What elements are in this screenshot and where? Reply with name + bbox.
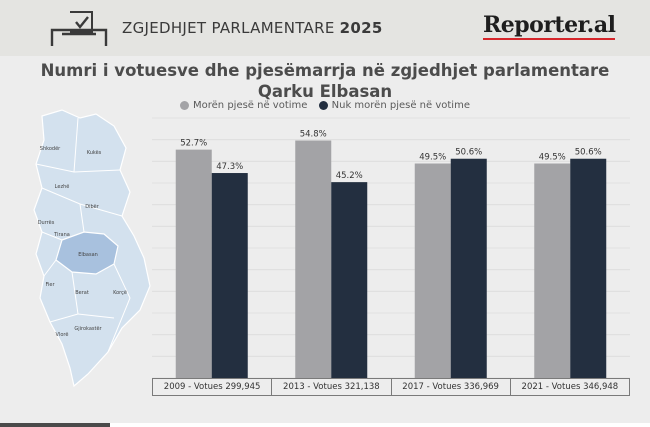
map-label-fier: Fier <box>45 282 55 288</box>
map-label-diber: Dibër <box>85 204 99 210</box>
bar-0-1 <box>295 140 332 378</box>
category-label: 2013 - Votues 321,138 <box>272 378 392 396</box>
data-label-1-0: 47.3% <box>216 162 243 172</box>
bottom-bar <box>0 423 110 427</box>
chart-subtitle: Qarku Elbasan <box>257 82 393 101</box>
map-label-durres: Durrës <box>38 220 55 226</box>
bar-1-2 <box>450 158 487 378</box>
legend-swatch-participated <box>180 101 190 110</box>
legend-swatch-not-participated <box>318 101 328 110</box>
bar-1-3 <box>570 158 607 378</box>
map-label-lezhe: Lezhë <box>55 184 70 190</box>
data-label-1-2: 50.6% <box>455 148 482 158</box>
data-label-0-0: 52.7% <box>180 139 207 149</box>
x-axis-categories: 2009 - Votues 299,945 2013 - Votues 321,… <box>152 378 630 396</box>
data-label-1-3: 50.6% <box>575 148 602 158</box>
legend-item-not-participated: Nuk morën pjesë në votime <box>318 100 470 111</box>
ballot-box-icon <box>50 11 108 46</box>
data-label-0-3: 49.5% <box>539 153 566 163</box>
albania-map: Shkodër Kukës Lezhë Dibër Durrës Tirana … <box>33 109 151 388</box>
bar-0-3 <box>534 163 571 378</box>
header-bar: ZGJEDHJET PARLAMENTARE 2025 Reporter.al <box>0 0 650 56</box>
brand-logo[interactable]: Reporter.al <box>483 12 616 40</box>
bar-1-1 <box>331 182 368 378</box>
data-label-0-2: 49.5% <box>419 153 446 163</box>
map-label-shkoder: Shkodër <box>40 146 61 152</box>
category-label: 2009 - Votues 299,945 <box>152 378 273 396</box>
header-title: ZGJEDHJET PARLAMENTARE 2025 <box>122 19 383 37</box>
map-label-korce: Korçë <box>113 290 127 296</box>
data-label-0-1: 54.8% <box>300 130 327 140</box>
category-label: 2021 - Votues 346,948 <box>510 378 630 396</box>
map-label-vlore: Vlorë <box>56 332 69 338</box>
data-label-1-1: 45.2% <box>336 171 363 181</box>
bar-0-2 <box>414 163 451 378</box>
map-label-elbasan: Elbasan <box>78 252 98 258</box>
map-label-berat: Berat <box>75 290 89 296</box>
category-label: 2017 - Votues 336,969 <box>391 378 511 396</box>
legend: Morën pjesë në votime Nuk morën pjesë në… <box>0 100 650 113</box>
chart-title: Numri i votuesve dhe pjesëmarrja në zgje… <box>40 61 610 80</box>
bar-0-0 <box>175 149 212 378</box>
map-label-tirana: Tirana <box>53 232 70 238</box>
map-label-kukes: Kukës <box>87 150 102 156</box>
map-label-gjirokaster: Gjirokastër <box>74 326 102 332</box>
legend-item-participated: Morën pjesë në votime <box>180 100 307 111</box>
bar-1-0 <box>211 173 248 378</box>
